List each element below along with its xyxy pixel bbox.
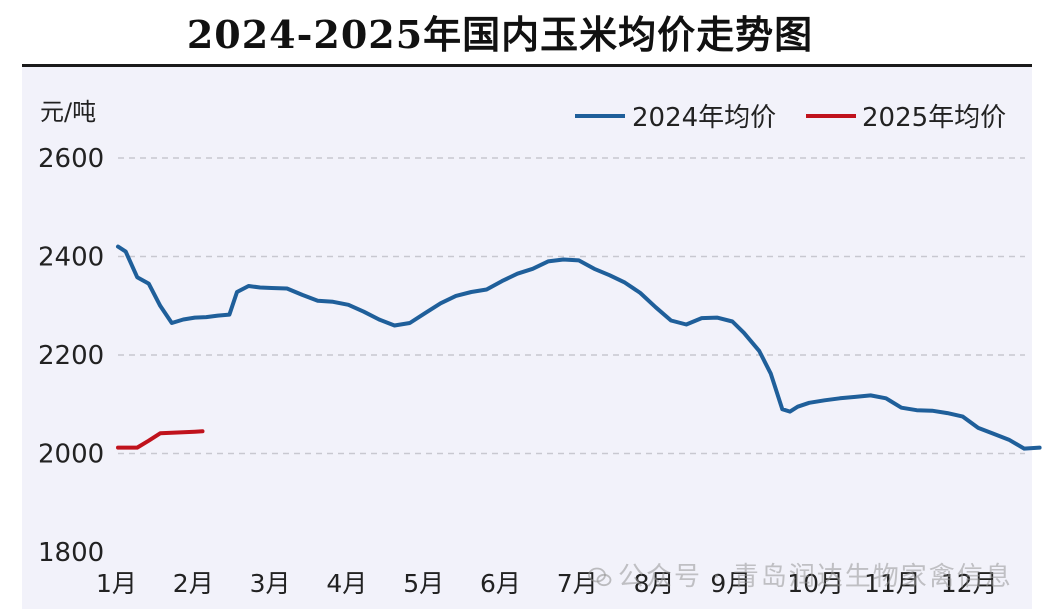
title-bar: 2024-2025年国内玉米均价走势图 bbox=[0, 0, 1050, 66]
legend: 2024年均价 2025年均价 bbox=[575, 103, 1006, 133]
x-tick-label: 9月 bbox=[710, 569, 751, 598]
title-divider bbox=[22, 64, 1032, 67]
series-line-1 bbox=[116, 244, 1042, 451]
series-line-2 bbox=[116, 429, 205, 450]
x-tick-label: 11月 bbox=[864, 569, 921, 598]
x-tick-label: 4月 bbox=[326, 569, 367, 598]
y-tick-label: 2200 bbox=[38, 341, 104, 371]
watermark-text: 公众号 · 青岛润达生物家禽信息 bbox=[618, 562, 1013, 592]
legend-label: 2025年均价 bbox=[862, 103, 1006, 133]
x-tick-labels: 1月 2月 3月 4月 5月 6月 7月 8月 9月 10月 11月 12月 bbox=[96, 569, 998, 598]
grid-lines bbox=[118, 157, 1025, 455]
series-lines bbox=[116, 244, 1042, 451]
x-tick-label: 10月 bbox=[787, 569, 844, 598]
x-tick-label: 7月 bbox=[557, 569, 598, 598]
y-tick-label: 2400 bbox=[38, 243, 104, 273]
watermark: 公众号 · 青岛润达生物家禽信息 bbox=[588, 556, 1013, 593]
x-tick-label: 5月 bbox=[403, 569, 444, 598]
y-tick-label: 1800 bbox=[38, 538, 104, 568]
y-axis-label: 元/吨 bbox=[40, 98, 96, 126]
x-tick-label: 12月 bbox=[941, 569, 998, 598]
wechat-icon bbox=[588, 567, 612, 587]
chart-title: 2024-2025年国内玉米均价走势图 bbox=[186, 12, 814, 57]
x-tick-label: 2月 bbox=[173, 569, 214, 598]
legend-label: 2024年均价 bbox=[632, 103, 776, 133]
y-tick-label: 2600 bbox=[38, 144, 104, 174]
x-tick-label: 8月 bbox=[634, 569, 675, 598]
y-tick-labels: 1800 2000 2200 2400 2600 bbox=[38, 144, 104, 568]
x-tick-label: 3月 bbox=[250, 569, 291, 598]
x-tick-label: 6月 bbox=[480, 569, 521, 598]
x-tick-label: 1月 bbox=[96, 569, 137, 598]
y-tick-label: 2000 bbox=[38, 440, 104, 470]
